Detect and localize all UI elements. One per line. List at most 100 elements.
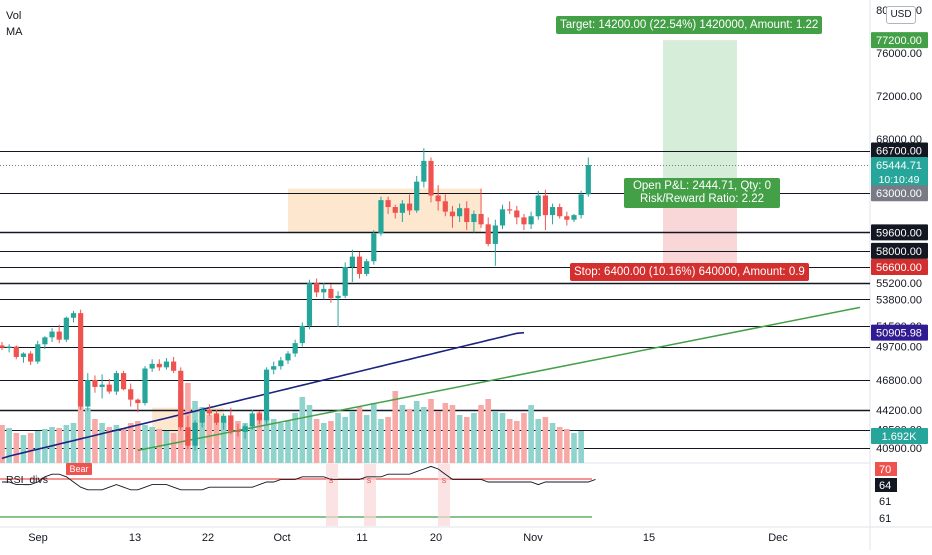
price-badge-bg [871,258,928,275]
volume-bar [270,419,277,463]
volume-bar [6,428,12,463]
x-tick-label: Dec [768,532,788,544]
candle-body [421,160,427,182]
candle-body [120,373,127,390]
price-badge-bg [871,185,928,202]
candle-body [199,410,205,423]
candle-body [356,256,363,274]
rsi-legend[interactable]: RSI_divs [6,474,49,486]
volume-bar [399,405,406,463]
candle-body [113,373,119,392]
volume-bar [213,417,220,463]
candle-body [85,380,91,407]
volume-bar [571,433,577,463]
candle-body [392,207,398,213]
price-badge-label: 66700.00 [876,146,922,158]
volume-bar [349,411,356,463]
volume-bar [113,425,120,463]
volume-bar [278,423,284,463]
candle-body [535,195,541,217]
candle-body [242,426,248,432]
candle-body [314,283,320,293]
volume-bar [206,415,213,463]
volume-bar [549,423,556,463]
volume-bar [535,419,542,463]
candle-body [557,207,563,217]
volume-bar [435,411,441,463]
rsi-axis-label: 64 [879,480,891,492]
y-tick-label: 53800.00 [876,294,922,306]
candle-body [299,325,305,344]
candle-body [485,224,491,244]
volume-bar [127,423,134,463]
volume-bar [285,421,291,463]
volume-bar [27,433,34,463]
volume-bar [413,401,420,463]
divergence-zone-1 [364,464,376,526]
divergence-mark: s [367,475,372,485]
y-tick-label: 72000.00 [876,91,922,103]
volume-bar [492,411,499,463]
volume-bar [449,405,456,463]
candle-body [149,363,155,369]
candle-body [249,413,255,427]
price-badge-label: 63000.00 [876,188,922,200]
price-badge-bg [871,157,928,187]
candle-body [135,399,141,404]
candle-body [213,413,220,423]
candle-body [578,194,584,216]
divergence-zone-0 [326,464,338,526]
volume-bar [85,408,91,463]
candle-body [178,370,184,428]
volume-bar [335,413,341,463]
volume-bar [220,419,227,463]
y-tick-label: 49700.00 [876,342,922,354]
volume-bar [463,417,470,463]
price-badge-countdown: 10:10:49 [879,174,920,186]
candle-body [20,353,27,357]
candle-body [499,209,506,226]
ma-legend[interactable]: MA [6,26,23,38]
candle-body [492,225,498,244]
volume-bar [478,405,484,463]
price-badge-bg [871,224,928,241]
rsi-badge-bg [875,462,897,476]
volume-bar [499,413,506,463]
candle-body [457,208,463,217]
volume-bar [471,413,477,463]
volume-bar [70,423,77,463]
volume-bar [392,391,399,463]
target-zone [663,40,737,194]
currency-selector[interactable]: USD [886,6,916,24]
candle-body [349,256,355,267]
moving-average-line [1,331,525,460]
trendline [137,306,861,452]
volume-bar [363,415,370,463]
volume-bar [564,429,570,463]
x-tick-label: Oct [273,532,290,544]
volume-bar [228,415,234,463]
candle-body [528,216,534,225]
candle-body [464,208,470,223]
candle-body [235,430,241,432]
stop-label: Stop: 6400.00 (10.16%) 640000, Amount: 0… [570,263,809,281]
candle-body [542,195,548,216]
volume-bar [135,421,141,463]
candle-body [371,233,377,262]
consolidation-range-0 [288,188,482,233]
volume-bar [92,419,98,463]
candle-body [142,368,148,404]
volume-legend[interactable]: Vol [6,10,22,22]
volume-bar [306,405,313,463]
volume-bar [378,419,384,463]
price-badge-label: 56600.00 [876,262,922,274]
candle-body [156,363,162,368]
candle-body [585,165,591,195]
volume-bar [578,431,584,463]
candle-body [99,384,105,387]
candle-body [221,415,227,423]
volume-bar [299,397,306,463]
volume-bar [263,417,270,463]
